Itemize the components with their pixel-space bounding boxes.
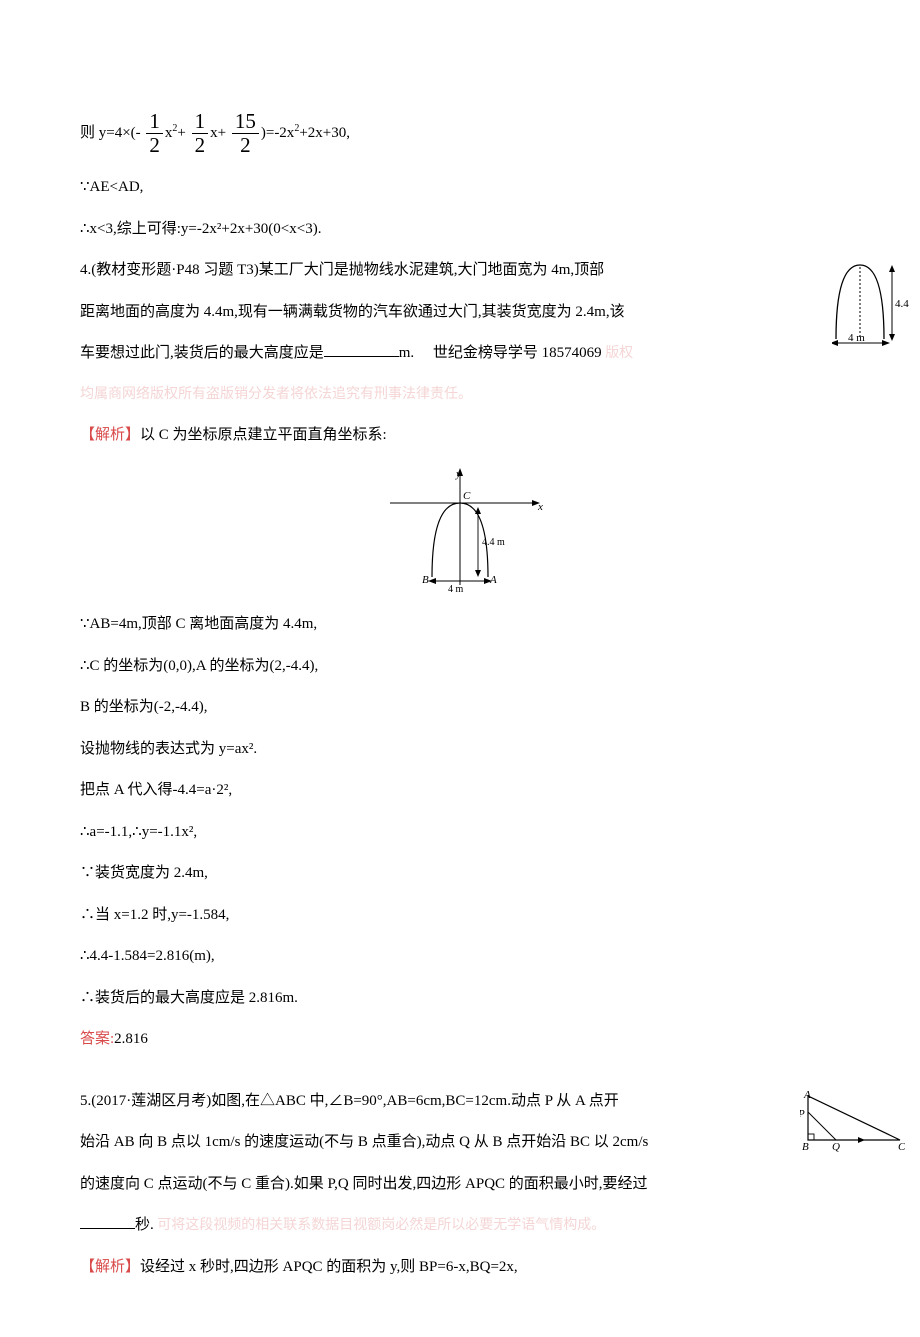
problem5-block: A P B Q C 5.(2017·莲湖区月考)如图,在△ABC 中,∠B=90… bbox=[80, 1090, 840, 1237]
eq1-mid2: + bbox=[177, 125, 185, 141]
answer-label: 答案: bbox=[80, 1031, 114, 1047]
answer-line: 答案:2.816 bbox=[80, 1028, 840, 1051]
eq1-mid3: x+ bbox=[210, 125, 226, 141]
arch-diagram: 4.4 m 4 m bbox=[832, 259, 910, 347]
fraction-1: 1 2 bbox=[146, 110, 163, 157]
svg-text:4.4 m: 4.4 m bbox=[482, 537, 505, 548]
fraction-2: 1 2 bbox=[192, 110, 209, 157]
p5d-wm: 可将这段视频的相关联系数据目视额岗必然是所以必要无学语气情构成。 bbox=[154, 1218, 606, 1233]
p4c-mid: m. 世纪金榜导学号 18574069 bbox=[399, 345, 602, 361]
svg-text:y: y bbox=[455, 468, 461, 480]
p5d-suffix: 秒. bbox=[135, 1217, 154, 1233]
p5-line-a: 5.(2017·莲湖区月考)如图,在△ABC 中,∠B=90°,AB=6cm,B… bbox=[80, 1090, 730, 1113]
svg-text:C: C bbox=[463, 490, 471, 502]
p5-line-d: 秒. 可将这段视频的相关联系数据目视额岗必然是所以必要无学语气情构成。 bbox=[80, 1214, 730, 1237]
p4c-left: 车要想过此门,装货后的最大高度应是 bbox=[80, 345, 324, 361]
p4c-wm: 版权 bbox=[602, 346, 634, 361]
text-line-13: ∴当 x=1.2 时,y=-1.584, bbox=[80, 904, 840, 927]
eq1-prefix: 则 y=4×(- bbox=[80, 125, 141, 141]
p5-line-c: 的速度向 C 点运动(不与 C 重合).如果 P,Q 同时出发,四边形 APQC… bbox=[80, 1173, 730, 1196]
svg-text:A: A bbox=[803, 1090, 811, 1101]
analysis-line-1: 【解析】以 C 为坐标原点建立平面直角坐标系: bbox=[80, 424, 840, 447]
spacer bbox=[80, 1070, 840, 1090]
svg-text:C: C bbox=[898, 1141, 905, 1152]
text-line-11: ∴a=-1.1,∴y=-1.1x², bbox=[80, 821, 840, 844]
fraction-3: 15 2 bbox=[232, 110, 259, 157]
problem4-block: 4.4 m 4 m 4.(教材变形题·P48 习题 T3)某工厂大门是抛物线水泥… bbox=[80, 259, 840, 405]
svg-text:x: x bbox=[537, 501, 543, 513]
text-line-2: ∵AE<AD, bbox=[80, 176, 840, 199]
svg-text:A: A bbox=[489, 574, 497, 586]
eq1-suffix2: +2x+30, bbox=[299, 125, 350, 141]
answer-value: 2.816 bbox=[114, 1031, 148, 1047]
svg-text:4 m: 4 m bbox=[448, 584, 464, 595]
analysis-label-2: 【解析】 bbox=[80, 1259, 140, 1275]
p4-line-a: 4.(教材变形题·P48 习题 T3)某工厂大门是抛物线水泥建筑,大门地面宽为 … bbox=[80, 259, 730, 282]
eq1-suffix: )=-2x bbox=[261, 125, 294, 141]
p4-line-c: 车要想过此门,装货后的最大高度应是 m. 世纪金榜导学号 18574069 版权 bbox=[80, 342, 730, 365]
text-line-8: B 的坐标为(-2,-4.4), bbox=[80, 696, 840, 719]
svg-text:Q: Q bbox=[832, 1141, 840, 1152]
text-line-3: ∴x<3,综上可得:y=-2x²+2x+30(0<x<3). bbox=[80, 218, 840, 241]
svg-text:4 m: 4 m bbox=[848, 332, 865, 344]
text-line-7: ∴C 的坐标为(0,0),A 的坐标为(2,-4.4), bbox=[80, 655, 840, 678]
blank-2 bbox=[80, 1215, 135, 1229]
text-line-10: 把点 A 代入得-4.4=a·2², bbox=[80, 779, 840, 802]
p4-line-b: 距离地面的高度为 4.4m,现有一辆满载货物的汽车欲通过大门,其装货宽度为 2.… bbox=[80, 301, 730, 324]
svg-text:4.4 m: 4.4 m bbox=[895, 298, 910, 310]
p4-watermark: 均属商网络版权所有盗版销分发者将依法追究有刑事法律责任。 bbox=[80, 384, 730, 405]
analysis-text-1: 以 C 为坐标原点建立平面直角坐标系: bbox=[140, 427, 387, 443]
text-line-15: ∴装货后的最大高度应是 2.816m. bbox=[80, 987, 840, 1010]
p5-line-b: 始沿 AB 向 B 点以 1cm/s 的速度运动(不与 B 点重合),动点 Q … bbox=[80, 1131, 730, 1154]
equation-line-1: 则 y=4×(- 1 2 x2+ 1 2 x+ 15 2 )=-2x2+2x+3… bbox=[80, 110, 840, 157]
blank-1 bbox=[324, 343, 399, 357]
svg-text:B: B bbox=[422, 574, 429, 586]
coordinate-diagram: y x C 4.4 m 4 m B A bbox=[80, 465, 840, 595]
analysis-line-2: 【解析】设经过 x 秒时,四边形 APQC 的面积为 y,则 BP=6-x,BQ… bbox=[80, 1256, 840, 1279]
svg-text:B: B bbox=[802, 1141, 809, 1152]
triangle-diagram: A P B Q C bbox=[800, 1090, 905, 1152]
text-line-14: ∴4.4-1.584=2.816(m), bbox=[80, 945, 840, 968]
svg-text:P: P bbox=[800, 1108, 805, 1120]
analysis-text-2: 设经过 x 秒时,四边形 APQC 的面积为 y,则 BP=6-x,BQ=2x, bbox=[140, 1259, 518, 1275]
text-line-12: ∵装货宽度为 2.4m, bbox=[80, 862, 840, 885]
text-line-9: 设抛物线的表达式为 y=ax². bbox=[80, 738, 840, 761]
text-line-6: ∵AB=4m,顶部 C 离地面高度为 4.4m, bbox=[80, 613, 840, 636]
analysis-label-1: 【解析】 bbox=[80, 427, 140, 443]
